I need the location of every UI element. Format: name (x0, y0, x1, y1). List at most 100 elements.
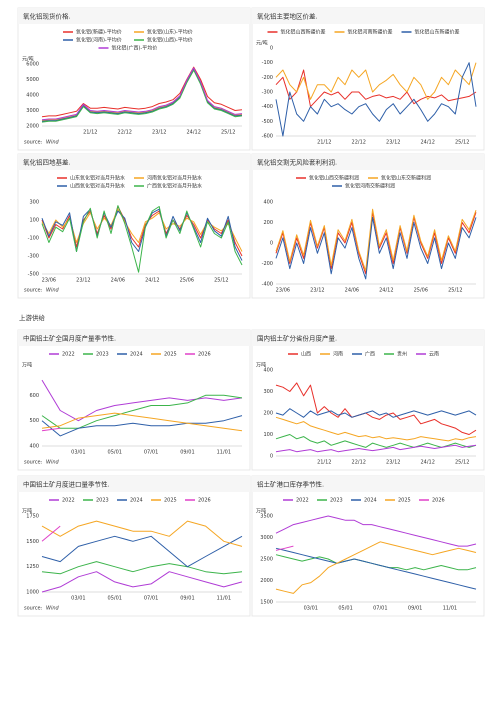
panel-title: 氧化铝交割无风险套利利润. (257, 158, 337, 167)
legend-label: 氧化铝山西新疆价差 (281, 29, 326, 36)
y-tick-label: 3000 (26, 108, 39, 114)
legend-label: 广西氧化铝对当月升贴水 (147, 183, 202, 190)
y-tick-label: 1500 (260, 600, 273, 606)
legend-label: 2023 (330, 498, 343, 504)
legend-label: 2022 (62, 498, 75, 504)
x-tick-label: 23/12 (310, 288, 324, 294)
panel-title: 国内铝土矿分省份月度产量. (257, 334, 337, 343)
series-line (41, 412, 243, 432)
x-tick-label: 24/12 (145, 278, 159, 284)
y-tick-label: 2500 (260, 557, 273, 563)
x-tick-label: 23/06 (42, 278, 56, 284)
legend-label: 山西氧化铝对当月升贴水 (70, 183, 125, 190)
source-label: source: (24, 140, 43, 146)
y-unit: 万吨 (22, 362, 32, 369)
y-tick-label: -100 (262, 60, 273, 66)
series-line (41, 66, 243, 118)
legend-label: 2024 (130, 352, 143, 358)
x-tick-label: 22/12 (352, 140, 366, 146)
x-tick-label: 25/12 (455, 460, 469, 466)
x-tick-label: 24/12 (379, 288, 393, 294)
legend-label: 2026 (198, 498, 211, 504)
legend-label: 2022 (62, 352, 75, 358)
legend-label: 贵州 (397, 351, 407, 358)
series-line (41, 206, 243, 257)
series-line (41, 427, 61, 432)
x-tick-label: 25/06 (180, 278, 194, 284)
series-line (41, 69, 243, 123)
series-line (275, 541, 477, 594)
y-tick-label: 2000 (26, 124, 39, 130)
panel-title: 中国铝土矿全国月度产量季节性. (23, 334, 116, 343)
series-line (41, 67, 243, 121)
y-tick-label: 0 (270, 241, 273, 247)
x-tick-label: 24/12 (421, 460, 435, 466)
panel-header (18, 154, 250, 170)
y-tick-label: -200 (262, 75, 273, 81)
section-title: 上游供给 (19, 313, 46, 322)
legend-label: 河南 (333, 351, 343, 358)
source-label: source: (24, 606, 43, 612)
y-tick-label: 300 (263, 389, 273, 395)
x-tick-label: 07/01 (144, 450, 158, 456)
y-tick-label: -100 (28, 236, 39, 242)
legend-label: 2022 (296, 498, 309, 504)
x-tick-label: 23/06 (276, 288, 290, 294)
y-tick-label: 400 (263, 200, 273, 206)
legend-label: 氧化铝河南交新疆利润 (345, 183, 395, 190)
x-tick-label: 24/06 (345, 288, 359, 294)
x-tick-label: 07/01 (144, 596, 158, 602)
y-tick-label: 200 (263, 411, 273, 417)
y-tick-label: -500 (28, 272, 39, 278)
x-tick-label: 03/01 (304, 606, 318, 612)
source-label: source: (24, 288, 43, 294)
y-tick-label: 0 (270, 46, 273, 52)
x-tick-label: 11/01 (217, 596, 231, 602)
panel-title: 中国铝土矿月度进口量季节性. (23, 480, 110, 489)
x-tick-label: 23/12 (152, 130, 166, 136)
series-line (41, 535, 243, 568)
legend-label: 2023 (96, 498, 109, 504)
series-line (41, 415, 243, 437)
legend-label: 广西 (365, 351, 375, 358)
source-name: Wind (46, 140, 60, 146)
series-line (41, 208, 243, 252)
legend-label: 氧化铝(广西)-平均价 (112, 45, 158, 52)
source-name: Wind (46, 606, 60, 612)
y-tick-label: 1250 (26, 564, 39, 570)
legend-label: 氧化铝河南新疆价差 (348, 29, 393, 36)
panel (251, 153, 485, 299)
y-tick-label: -400 (262, 282, 273, 288)
x-tick-label: 25/12 (214, 278, 228, 284)
legend-label: 山东氧化铝对当月升贴水 (70, 175, 125, 182)
series-line (275, 216, 477, 280)
x-tick-label: 07/01 (373, 606, 387, 612)
x-tick-label: 09/01 (180, 596, 194, 602)
x-tick-label: 05/01 (338, 606, 352, 612)
legend-label: 氧化铝山东新疆价差 (415, 29, 460, 36)
y-tick-label: 1500 (26, 539, 39, 545)
legend-label: 2024 (130, 498, 143, 504)
x-tick-label: 24/06 (111, 278, 125, 284)
legend-label: 2023 (96, 352, 109, 358)
series-line (275, 208, 477, 272)
legend-label: 2025 (398, 498, 411, 504)
series-line (41, 571, 243, 593)
y-tick-label: 400 (29, 444, 39, 450)
x-tick-label: 03/01 (71, 596, 85, 602)
y-tick-label: -200 (262, 261, 273, 267)
panel-title: 氧化铝四地基差. (23, 158, 71, 167)
legend-label: 氧化铝(山西)-平均价 (147, 37, 193, 44)
legend-label: 氧化铝(新疆)-平均价 (76, 29, 122, 36)
x-tick-label: 05/01 (108, 596, 122, 602)
x-tick-label: 22/12 (352, 460, 366, 466)
x-tick-label: 11/01 (443, 606, 457, 612)
x-tick-label: 09/01 (180, 450, 194, 456)
series-line (275, 62, 477, 137)
y-tick-label: 300 (29, 200, 39, 206)
y-tick-label: 200 (263, 220, 273, 226)
panel-header (252, 476, 484, 492)
series-line (41, 205, 243, 273)
